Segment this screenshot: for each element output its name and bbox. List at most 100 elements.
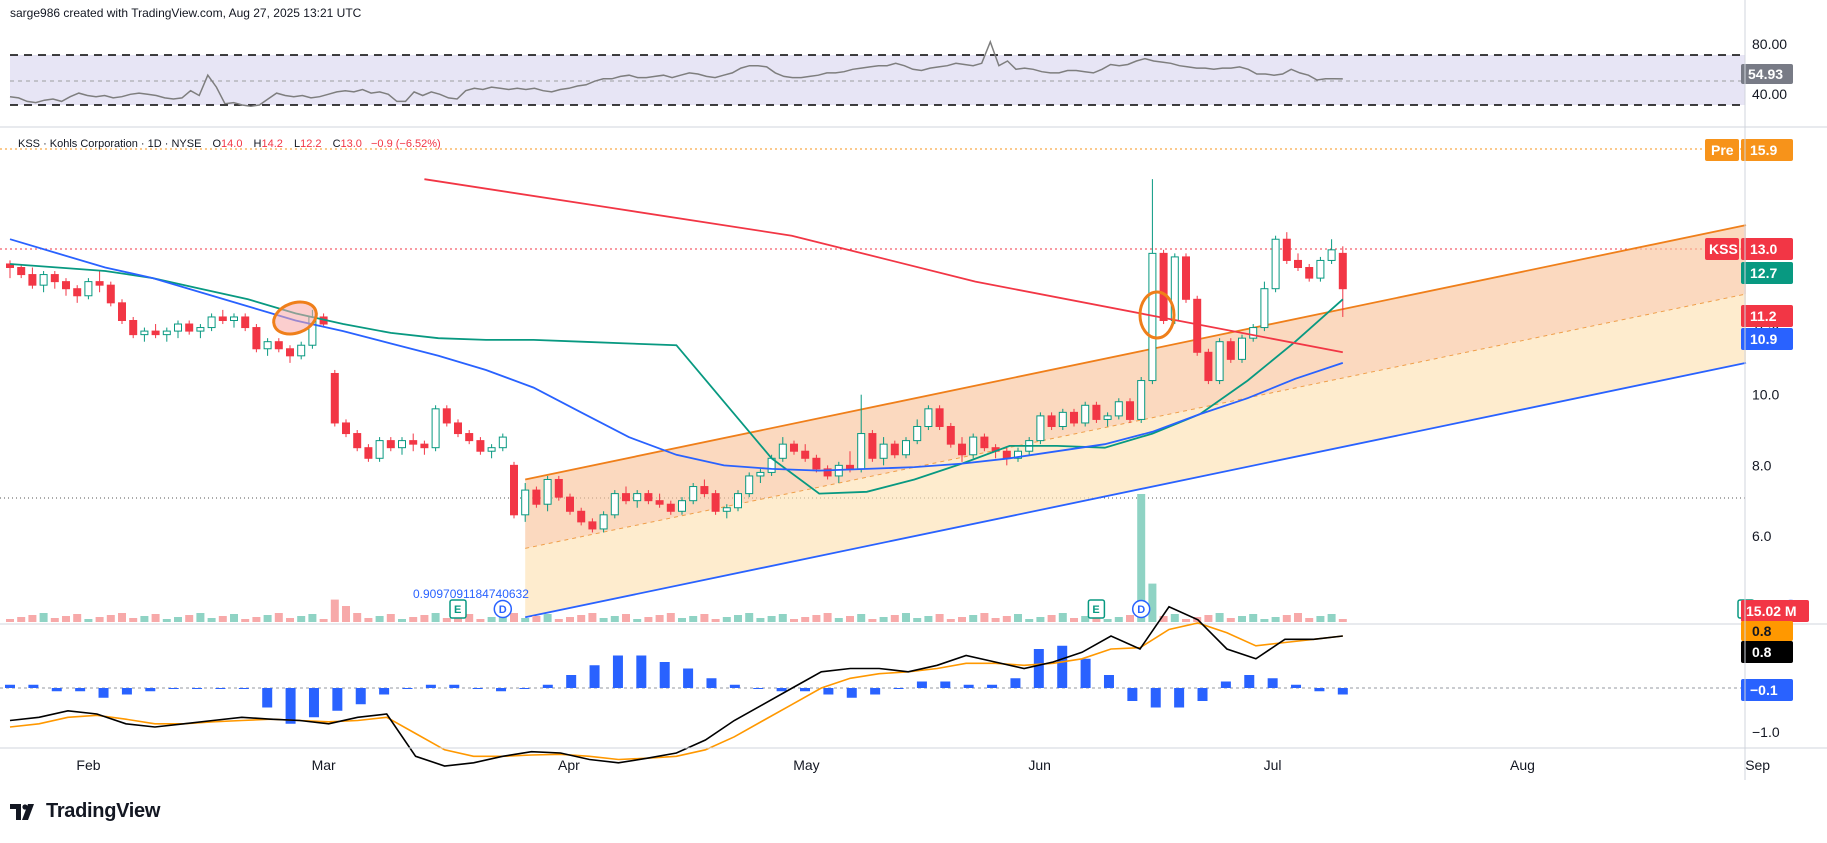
rsi-tick-80: 80.00 xyxy=(1752,36,1787,52)
channel-lower-line xyxy=(525,362,1747,619)
macd-hist-bar xyxy=(519,688,530,689)
macd-hist-bar xyxy=(1150,688,1161,708)
candle-body xyxy=(1114,401,1123,417)
candle-body xyxy=(812,457,821,470)
macd-hist-badge xyxy=(1741,679,1793,701)
macd-hist-bar xyxy=(1244,675,1255,688)
volume-bar xyxy=(129,618,138,622)
candle-body xyxy=(1159,252,1168,321)
volume-bar xyxy=(711,619,720,622)
regression-channel xyxy=(525,224,1747,619)
candle-body xyxy=(50,274,59,283)
volume-bar xyxy=(162,619,171,622)
candle-body xyxy=(879,443,888,459)
candle-body xyxy=(140,330,149,336)
volume-bar xyxy=(879,617,888,622)
candle-body xyxy=(196,327,205,332)
price-tick: 10.0 xyxy=(1752,387,1779,403)
macd-signal-badge xyxy=(1741,621,1793,641)
candle-body xyxy=(890,443,899,456)
volume-bar xyxy=(95,617,104,622)
macd-hist-bar xyxy=(379,688,390,695)
macd-hist-bar xyxy=(659,662,670,688)
candle-body xyxy=(207,316,216,329)
earnings-event-marker[interactable]: E xyxy=(1087,599,1106,619)
candle-body xyxy=(599,514,608,530)
volume-bar xyxy=(610,616,619,622)
candle-body xyxy=(969,436,978,456)
volume-bar xyxy=(84,619,93,622)
premarket-badge xyxy=(1741,139,1793,161)
volume-bar xyxy=(140,616,149,622)
candle-body xyxy=(610,493,619,516)
tradingview-logo[interactable]: TradingView xyxy=(10,800,160,823)
macd-hist-bar xyxy=(98,688,109,698)
rsi-value-badge xyxy=(1741,64,1793,84)
volume-bar xyxy=(1294,613,1302,622)
volume-bar xyxy=(678,618,686,622)
volume-bar xyxy=(1114,617,1123,622)
moving-averages xyxy=(9,178,1344,495)
candle-body xyxy=(1316,259,1325,279)
volume-bar xyxy=(812,615,821,622)
volume-bar xyxy=(1014,614,1022,622)
volume-bar xyxy=(319,619,328,622)
volume-bar xyxy=(185,615,194,622)
volume-bar xyxy=(118,613,126,622)
volume-bar xyxy=(790,619,798,622)
volume-bar xyxy=(1226,618,1235,622)
dividend-event-marker[interactable]: D xyxy=(1131,599,1151,619)
macd-hist-bar xyxy=(776,688,787,692)
macd-hist-bar xyxy=(121,688,132,695)
candle-body xyxy=(655,500,664,505)
volume-bar xyxy=(286,618,294,622)
macd-line-badge xyxy=(1741,641,1793,663)
macd-hist-bar xyxy=(51,688,62,692)
sma50-badge-text: 10.9 xyxy=(1750,331,1777,347)
candle-body xyxy=(118,302,126,321)
highlight-circle-july xyxy=(1138,290,1176,340)
event-badge xyxy=(493,599,513,619)
events-layer[interactable]: EDEDED xyxy=(449,599,1801,619)
macd-hist-bar xyxy=(262,688,273,708)
macd-hist-bar xyxy=(1057,645,1068,688)
candle-body xyxy=(1338,252,1347,290)
svg-text:KSS · Kohls Corporation · 1D ·: KSS · Kohls Corporation · 1D · NYSE O14.… xyxy=(18,138,441,150)
candle-body xyxy=(543,478,552,505)
volume-bar xyxy=(1047,615,1056,622)
volume-bar xyxy=(510,613,518,622)
volume-bar xyxy=(39,613,48,622)
time-tick: Mar xyxy=(312,757,336,773)
premarket-badge-label xyxy=(1705,139,1739,161)
candle-body xyxy=(62,281,70,290)
macd-tick-neg1: −1.0 xyxy=(1752,724,1780,740)
macd-hist-bar xyxy=(729,684,740,688)
volume-bar xyxy=(1238,616,1246,622)
rsi-line xyxy=(9,39,1343,107)
tradingview-logo-icon xyxy=(10,803,34,820)
dividend-event-marker[interactable]: D xyxy=(493,599,513,619)
volume-bar xyxy=(1170,614,1179,622)
candle-body xyxy=(801,450,810,459)
volume-bar xyxy=(689,616,698,622)
macd-hist-bar xyxy=(1033,649,1044,688)
macd-line-badge-text: 0.8 xyxy=(1752,644,1772,660)
macd-hist-bar xyxy=(472,688,483,689)
macd-hist-bar xyxy=(332,688,343,711)
volume-bar xyxy=(241,619,250,622)
candle-body xyxy=(913,425,922,442)
macd-hist-bar xyxy=(28,684,39,688)
last-price-badge-text: 13.0 xyxy=(1750,241,1777,257)
candle-body xyxy=(532,489,541,505)
candle-body xyxy=(73,288,82,297)
candle-body xyxy=(980,436,989,449)
channel-upper-fill xyxy=(525,225,1747,549)
earnings-event-marker[interactable]: E xyxy=(449,599,467,619)
candle-body xyxy=(722,507,731,512)
price-tick: 6.0 xyxy=(1752,528,1772,544)
symbol-badge-label xyxy=(1705,238,1739,260)
macd-hist-bar xyxy=(1080,658,1091,688)
candle-body xyxy=(1137,380,1146,420)
time-tick: May xyxy=(793,757,819,773)
